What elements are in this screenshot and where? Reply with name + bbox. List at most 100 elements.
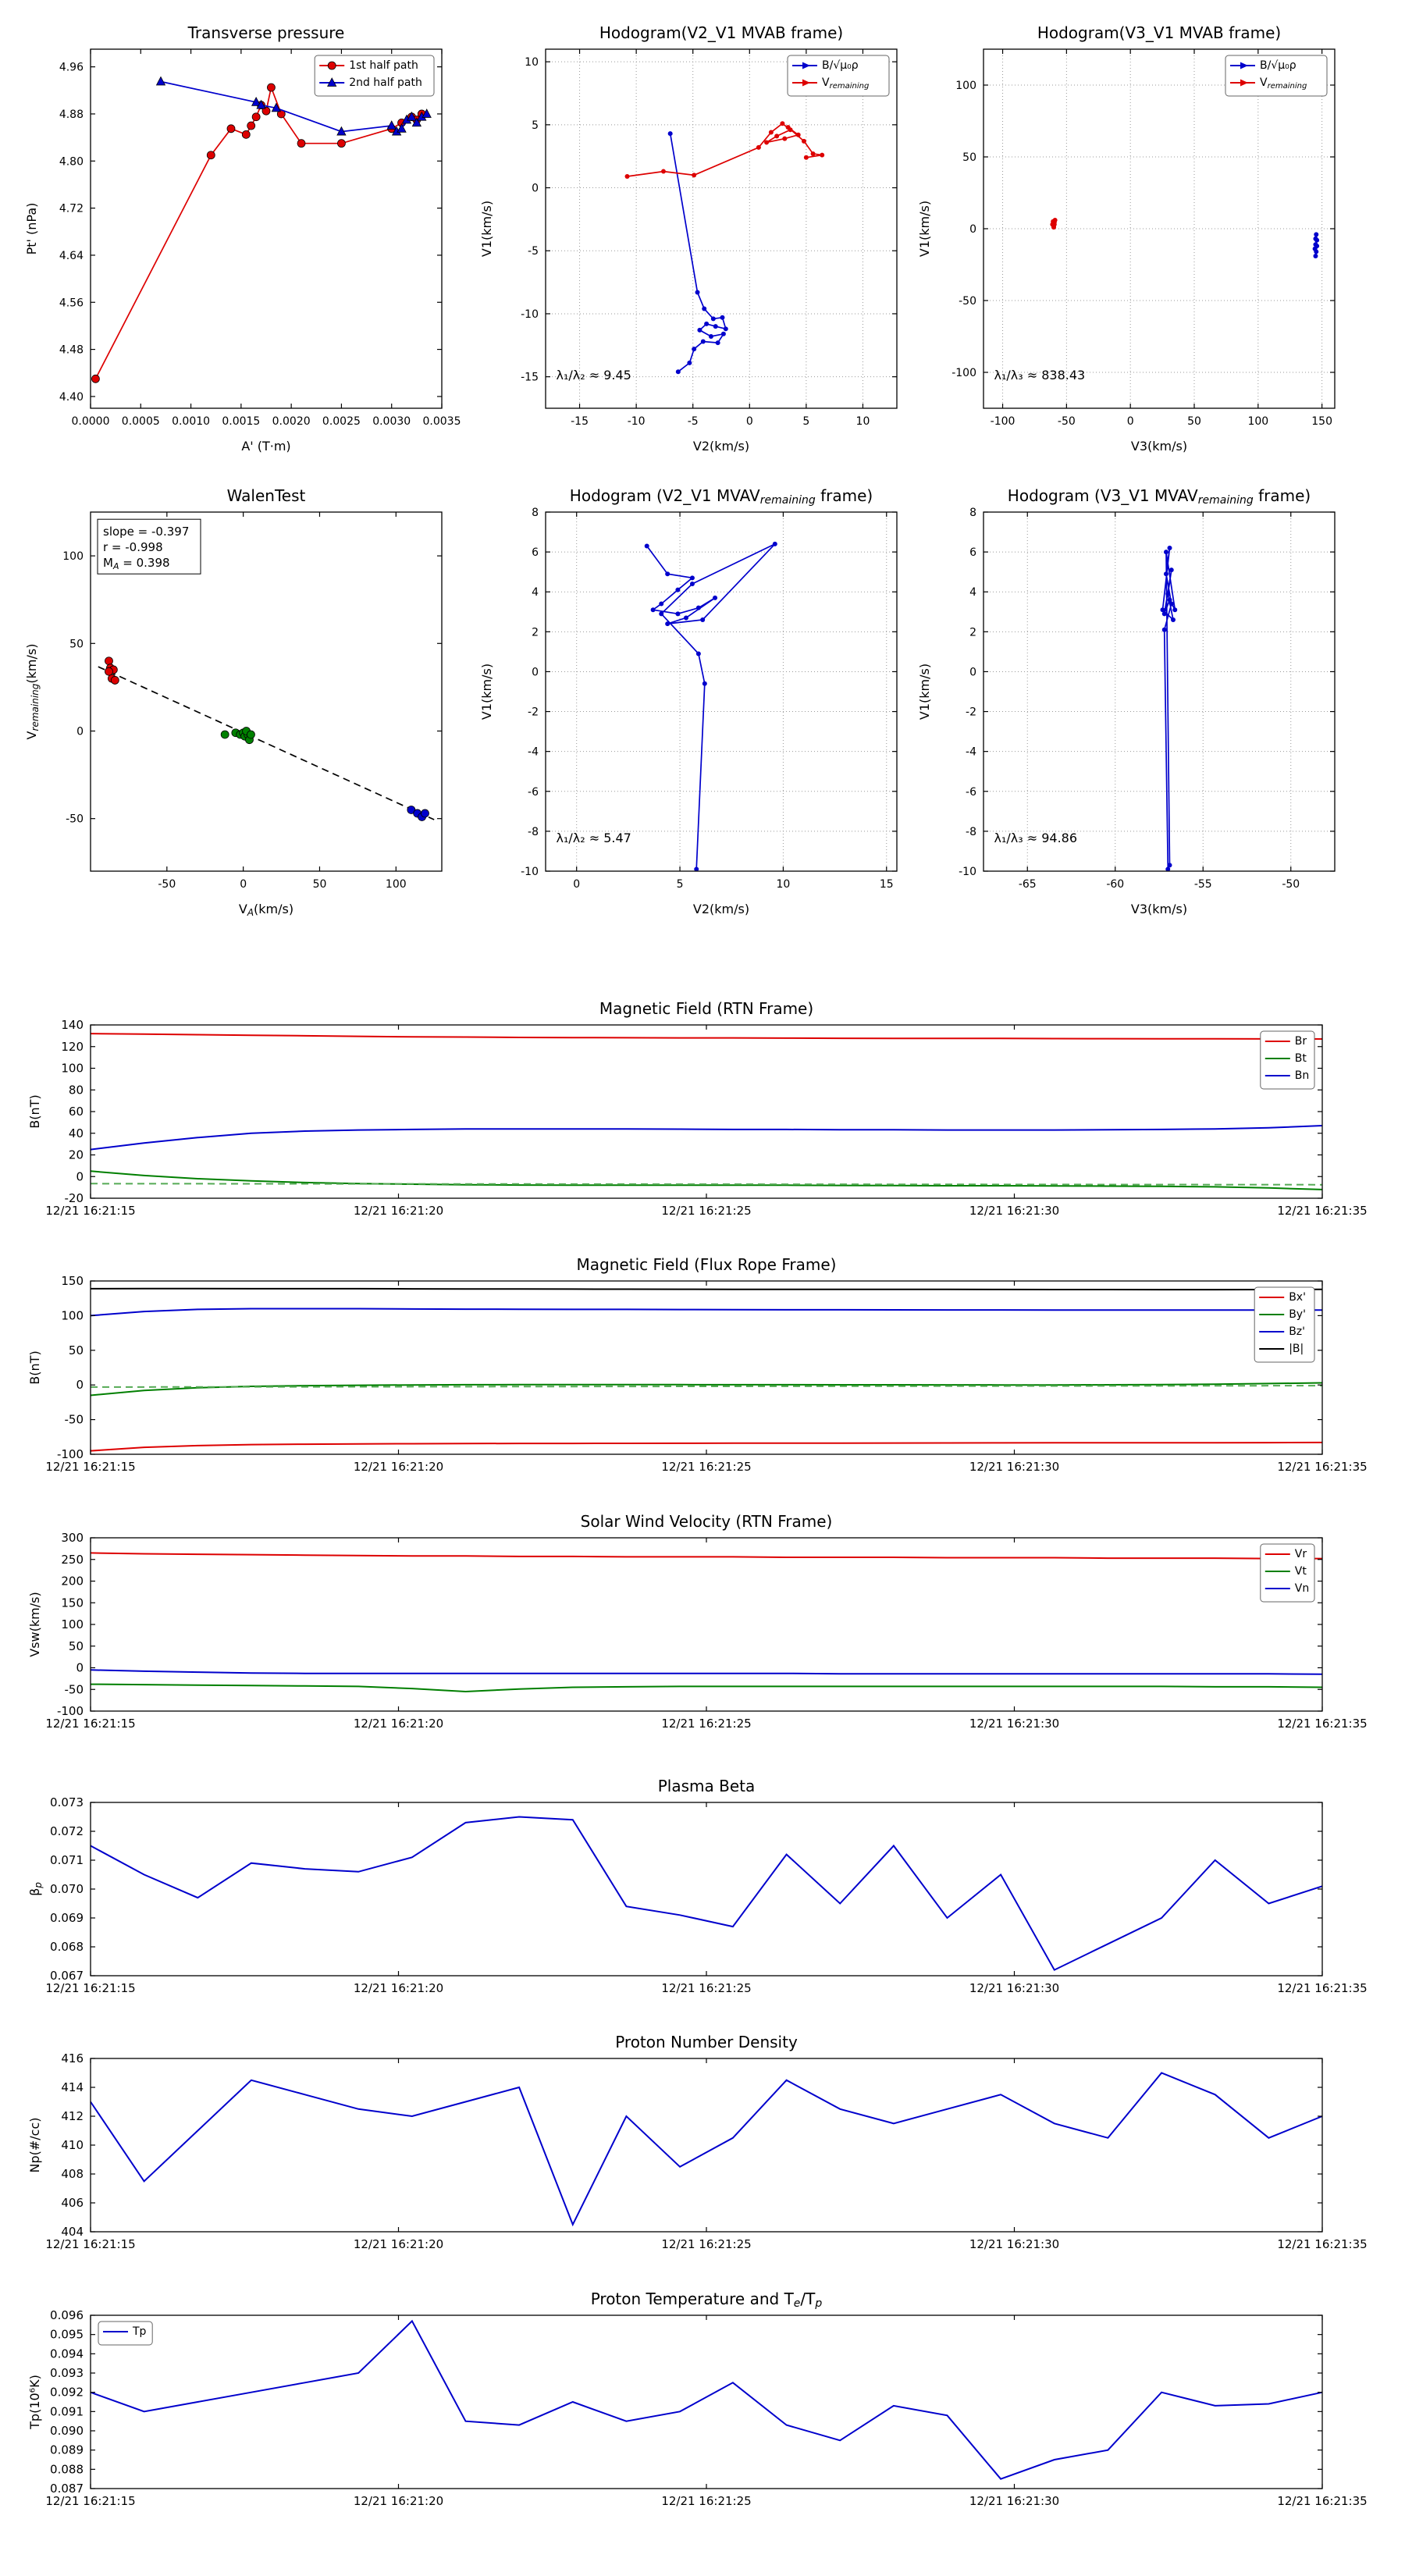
x-tick-label: 0.0025	[322, 415, 361, 428]
annotation: λ₁/λ₂ ≈ 9.45	[557, 368, 631, 382]
y-tick-label: 2	[969, 626, 976, 639]
x-tick-label: -10	[628, 415, 646, 428]
y-tick-label: 416	[61, 2051, 84, 2065]
y-tick-label: 412	[61, 2109, 84, 2123]
x-tick-label: 0.0030	[372, 415, 411, 428]
x-tick-label: 12/21 16:21:30	[969, 1460, 1059, 1474]
chart-hodogram-v2v1-mvav: 0 5 10 15 -10 -8 -6 -4 -2 0 2 4 6 8 Hodogram (V2_V1 MV…	[460, 473, 920, 933]
y-axis-label: βp	[27, 1882, 44, 1896]
y-tick-label: 414	[61, 2080, 84, 2094]
fit-line-line	[98, 666, 435, 820]
chart-title: Transverse pressure	[187, 23, 345, 42]
chart-title: Hodogram (V3_V1 MVAVremaining frame)	[1008, 486, 1311, 507]
legend-label: Bz'	[1289, 1325, 1305, 1338]
x-tick-label: -100	[991, 415, 1016, 428]
annotation-box	[97, 518, 201, 575]
hodogram-v2v1-mvav-svg: 0 5 10 15 -10 -8 -6 -4 -2 0 2 4 6 8 Hodogram (V2_V1 MV…	[479, 486, 898, 916]
y-tick-label: 10	[525, 56, 539, 69]
y-tick-label: 0	[76, 725, 84, 738]
y-tick-label: -4	[966, 746, 976, 759]
chart-title: Magnetic Field (RTN Frame)	[599, 999, 813, 1018]
walen-test-svg: -50 0 50 100 -50 0 50 100 WalenTest VA(km/s) Vrema…	[24, 486, 443, 918]
chart-title: WalenTest	[227, 486, 306, 505]
x-tick-label: 12/21 16:21:20	[354, 1717, 443, 1731]
y-tick-label: -50	[959, 295, 976, 308]
legend-label: B/√μ₀ρ	[822, 59, 859, 72]
plasma-beta-svg: 12/21 16:21:15 12/21 16:21:20 12/21 16:21:…	[27, 1777, 1368, 1995]
y-tick-label: 0.069	[50, 1911, 84, 1925]
x-axis-label: A' (T·m)	[241, 439, 290, 454]
y-tick-label: 0	[969, 223, 976, 236]
legend-label: 1st half path	[349, 59, 418, 72]
y-tick-label: 4.40	[59, 391, 84, 404]
x-tick-label: 12/21 16:21:15	[45, 2237, 135, 2251]
y-tick-label: 100	[61, 1062, 84, 1076]
y-tick-label: 2	[532, 626, 539, 639]
legend-label: Vremaining	[1260, 76, 1307, 91]
y-tick-label: 404	[61, 2225, 84, 2239]
x-tick-label: -50	[1282, 878, 1300, 891]
y-tick-label: 0	[969, 666, 976, 678]
x-tick-label: 12/21 16:21:35	[1277, 1981, 1367, 1995]
x-tick-label: -55	[1194, 878, 1212, 891]
x-tick-label: 12/21 16:21:20	[354, 2494, 443, 2508]
chart-title: Hodogram (V2_V1 MVAVremaining frame)	[570, 486, 873, 507]
x-tick-label: 12/21 16:21:25	[661, 1717, 751, 1731]
proton-temperature-svg: 12/21 16:21:15 12/21 16:21:20 12/21 16:21:…	[27, 2290, 1368, 2508]
x-axis-label: V2(km/s)	[693, 439, 749, 454]
legend-box	[98, 2321, 153, 2346]
y-tick-label: 4.80	[59, 155, 84, 168]
x-tick-label: -5	[688, 415, 699, 428]
y-tick-label: 4.56	[59, 297, 84, 309]
y-tick-label: -4	[528, 746, 539, 759]
x-tick-label: 12/21 16:21:25	[661, 1204, 751, 1218]
chart-title: Proton Number Density	[615, 2033, 798, 2051]
y-axis-label: B(nT)	[27, 1350, 42, 1384]
By-fit-dashed-line	[90, 1385, 1323, 1388]
chart-walen-test: -50 0 50 100 -50 0 50 100 WalenTest VA(km/s) Vrema…	[5, 473, 465, 933]
legend-label: Vt	[1295, 1565, 1307, 1578]
y-tick-label: 50	[69, 1343, 84, 1357]
y-tick-label: 0.090	[50, 2424, 84, 2438]
x-tick-label: 12/21 16:21:15	[45, 1204, 135, 1218]
x-tick-label: 12/21 16:21:30	[969, 2237, 1059, 2251]
chart-hodogram-v3v1-mvav: -65 -60 -55 -50 -10 -8 -6 -4 -2 0 2 4 6 8 Hodogram (V3…	[898, 473, 1358, 933]
x-tick-label: 0	[240, 878, 247, 891]
x-tick-label: 12/21 16:21:15	[45, 1717, 135, 1731]
legend-label: Br	[1295, 1035, 1307, 1048]
y-tick-label: 4	[969, 586, 976, 599]
y-tick-label: -2	[528, 706, 539, 719]
y-axis-label: V1(km/s)	[917, 664, 932, 720]
y-tick-label: -10	[959, 866, 976, 878]
x-tick-label: 0	[746, 415, 753, 428]
magnetic-field-rtn-svg: 12/21 16:21:15 12/21 16:21:20 12/21 16:21:…	[27, 999, 1368, 1218]
legend-label: Bn	[1295, 1069, 1309, 1082]
Bt-fit-dashed-line	[90, 1183, 1323, 1186]
chart-proton-number-density: 12/21 16:21:15 12/21 16:21:20 12/21 16:21:…	[0, 2027, 1405, 2265]
y-tick-label: 100	[61, 1617, 84, 1631]
x-tick-label: 12/21 16:21:30	[969, 1717, 1059, 1731]
x-tick-label: 12/21 16:21:35	[1277, 1204, 1367, 1218]
proton-number-density-svg: 12/21 16:21:15 12/21 16:21:20 12/21 16:21:…	[27, 2033, 1368, 2251]
chart-proton-temperature: 12/21 16:21:15 12/21 16:21:20 12/21 16:21:…	[0, 2284, 1405, 2521]
x-tick-label: 12/21 16:21:15	[45, 1981, 135, 1995]
x-tick-label: 0	[573, 878, 580, 891]
Bt-line	[90, 1170, 1323, 1190]
B-magnitude-line	[90, 1287, 1323, 1291]
y-tick-label: -6	[966, 786, 976, 799]
legend-label: 2nd half path	[349, 76, 422, 89]
transverse-pressure-svg: 0.0000 0.0005 0.0010 0.0015 0.0020 0.0025 0.00…	[24, 23, 461, 454]
y-tick-label: 410	[61, 2138, 84, 2152]
x-tick-label: 100	[1247, 415, 1268, 428]
x-tick-label: 0.0010	[172, 415, 210, 428]
x-tick-label: 0.0015	[222, 415, 260, 428]
y-tick-label: -20	[65, 1191, 84, 1205]
y-tick-label: 150	[61, 1596, 84, 1610]
y-tick-label: 20	[69, 1148, 84, 1162]
y-tick-label: 0.073	[50, 1795, 84, 1809]
x-tick-label: 12/21 16:21:35	[1277, 2237, 1367, 2251]
y-tick-label: 40	[69, 1126, 84, 1140]
y-tick-label: -2	[966, 706, 976, 719]
x-tick-label: 0.0020	[272, 415, 311, 428]
chart-title: Magnetic Field (Flux Rope Frame)	[577, 1255, 837, 1274]
